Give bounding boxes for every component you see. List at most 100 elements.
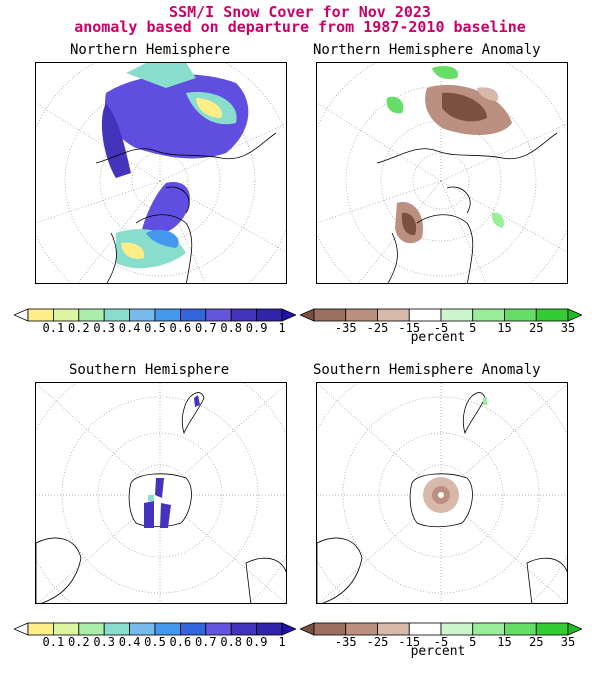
sh-panel-title: Southern Hemisphere (69, 362, 230, 378)
nh-cover-tick-label: 0.9 (245, 321, 268, 335)
nh-cover-swatch (256, 308, 283, 322)
nh-anomaly-tick-label: 25 (529, 321, 544, 335)
sh-cover-arrow-right (281, 622, 296, 636)
sh-anomaly-tick-label: -5 (433, 635, 449, 649)
nh-anomaly-map (316, 62, 568, 284)
nh-cover-tick-label: 0.8 (220, 321, 243, 335)
nh-anomaly-colorbar (300, 308, 582, 322)
sh-anomaly-arrow-left (300, 622, 315, 636)
nh-anomaly-tick-label: -5 (433, 321, 449, 335)
sh-anomaly-swatch (377, 622, 410, 636)
nh-anomaly-swatch (440, 308, 474, 322)
nh-cover-swatch (205, 308, 232, 322)
nh-cover-tick-label: 0.4 (118, 321, 141, 335)
sh-cover-colorbar-swatches (14, 622, 296, 636)
nh-cover-swatch (179, 308, 207, 322)
nh-anomaly-tick-label: -35 (334, 321, 357, 335)
nh-anomaly-swatch (535, 308, 569, 322)
sh-anomaly-swatch (535, 622, 569, 636)
sh-anomaly-arrow-right (567, 622, 582, 636)
nh-cover-swatch (78, 308, 105, 322)
sh-cover-swatch (78, 622, 105, 636)
nh-anomaly-swatch (313, 308, 347, 322)
sh-anomaly-tick-label: 15 (497, 635, 512, 649)
nh-anomaly-tick-label: -15 (398, 321, 421, 335)
sh-anomaly-swatch (504, 622, 537, 636)
sh-cover-tick-label: 0.4 (118, 635, 141, 649)
nh-anomaly-swatch (345, 308, 378, 322)
sh-cover-tick-label: 0.1 (42, 635, 65, 649)
nh-cover-tick-label: 0.1 (42, 321, 65, 335)
nh-cover-swatch (129, 308, 156, 322)
nh-cover-colorbar (14, 308, 296, 322)
nh-anomaly-colorbar-swatches (300, 308, 582, 322)
nh-anomaly-tick-label: 35 (560, 321, 576, 335)
sh-anomaly-tick-label: -35 (334, 635, 357, 649)
sh-anomaly-tick-label: 5 (469, 635, 477, 649)
nh-cover-tick-label: 0.6 (169, 321, 192, 335)
sh-anomaly-colorbar-swatches (300, 622, 582, 636)
sh-anomaly-tick-label: -25 (366, 635, 389, 649)
sh-anomaly-swatch (440, 622, 474, 636)
nh-anomaly-tick-label: 15 (497, 321, 512, 335)
nh-anomaly-swatch (504, 308, 537, 322)
nh-anomaly-tick-label: 5 (469, 321, 477, 335)
nh-anomaly-swatch (408, 308, 442, 322)
sh-cover-tick-label: 0.6 (169, 635, 192, 649)
sh-cover-swatch (129, 622, 156, 636)
nh-cover-swatch (103, 308, 130, 322)
sh-anomaly-swatch (313, 622, 347, 636)
nh-cover-tick-label: 0.2 (67, 321, 90, 335)
sh-cover-colorbar (14, 622, 296, 636)
sh-anomaly-tick-label: 25 (529, 635, 544, 649)
nh-cover-tick-label: 0.3 (93, 321, 116, 335)
sh-cover-tick-label: 0.3 (93, 635, 116, 649)
sh-cover-tick-label: 0.8 (220, 635, 243, 649)
nh-snow-cover-map (35, 62, 287, 284)
nh-cover-tick-label: 0.5 (144, 321, 166, 335)
nh-cover-tick-label: 0.7 (194, 321, 217, 335)
sh-cover-tick-label: 0.5 (144, 635, 166, 649)
sh-anomaly-panel-title: Southern Hemisphere Anomaly (313, 362, 541, 378)
nh-anomaly-unit-label: percent (410, 330, 466, 345)
nh-cover-arrow-right (281, 308, 296, 322)
sh-anomaly-map (316, 382, 568, 604)
sh-cover-swatch (27, 622, 54, 636)
page-title-line1: SSM/I Snow Cover for Nov 2023 (169, 3, 431, 21)
nh-panel-title: Northern Hemisphere (70, 42, 231, 58)
sh-cover-swatch (230, 622, 257, 636)
sh-anomaly-swatch (345, 622, 378, 636)
sh-cover-tick-label: 0.2 (67, 635, 90, 649)
sh-cover-swatch (179, 622, 207, 636)
sh-cover-tick-label: 0.7 (194, 635, 217, 649)
sh-anomaly-tick-label: 35 (560, 635, 576, 649)
sh-cover-swatch (103, 622, 130, 636)
sh-cover-tick-label: 0.9 (245, 635, 268, 649)
nh-anomaly-panel-title: Northern Hemisphere Anomaly (313, 42, 541, 58)
nh-cover-swatch (154, 308, 181, 322)
sh-cover-swatch (256, 622, 283, 636)
sh-cover-swatch (205, 622, 232, 636)
sh-anomaly-tick-label: -15 (398, 635, 421, 649)
sh-snow-cover-map (35, 382, 287, 604)
nh-cover-colorbar-swatches (14, 308, 296, 322)
sh-cover-swatch (154, 622, 181, 636)
sh-cover-swatch (53, 622, 80, 636)
sh-anomaly-swatch (472, 622, 505, 636)
nh-cover-swatch (230, 308, 257, 322)
nh-anomaly-swatch (472, 308, 505, 322)
nh-cover-arrow-left (14, 308, 29, 322)
nh-anomaly-arrow-left (300, 308, 315, 322)
sh-cover-arrow-left (14, 622, 29, 636)
sh-anomaly-unit-label: percent (410, 644, 466, 659)
nh-anomaly-arrow-right (567, 308, 582, 322)
sh-cover-tick-label: 1 (278, 635, 286, 649)
nh-cover-swatch (27, 308, 54, 322)
nh-cover-swatch (53, 308, 80, 322)
sh-anomaly-swatch (408, 622, 442, 636)
nh-anomaly-swatch (377, 308, 410, 322)
sh-anomaly-colorbar (300, 622, 582, 636)
page-title-line2: anomaly based on departure from 1987-201… (74, 18, 526, 36)
nh-anomaly-tick-label: -25 (366, 321, 389, 335)
nh-cover-tick-label: 1 (278, 321, 286, 335)
